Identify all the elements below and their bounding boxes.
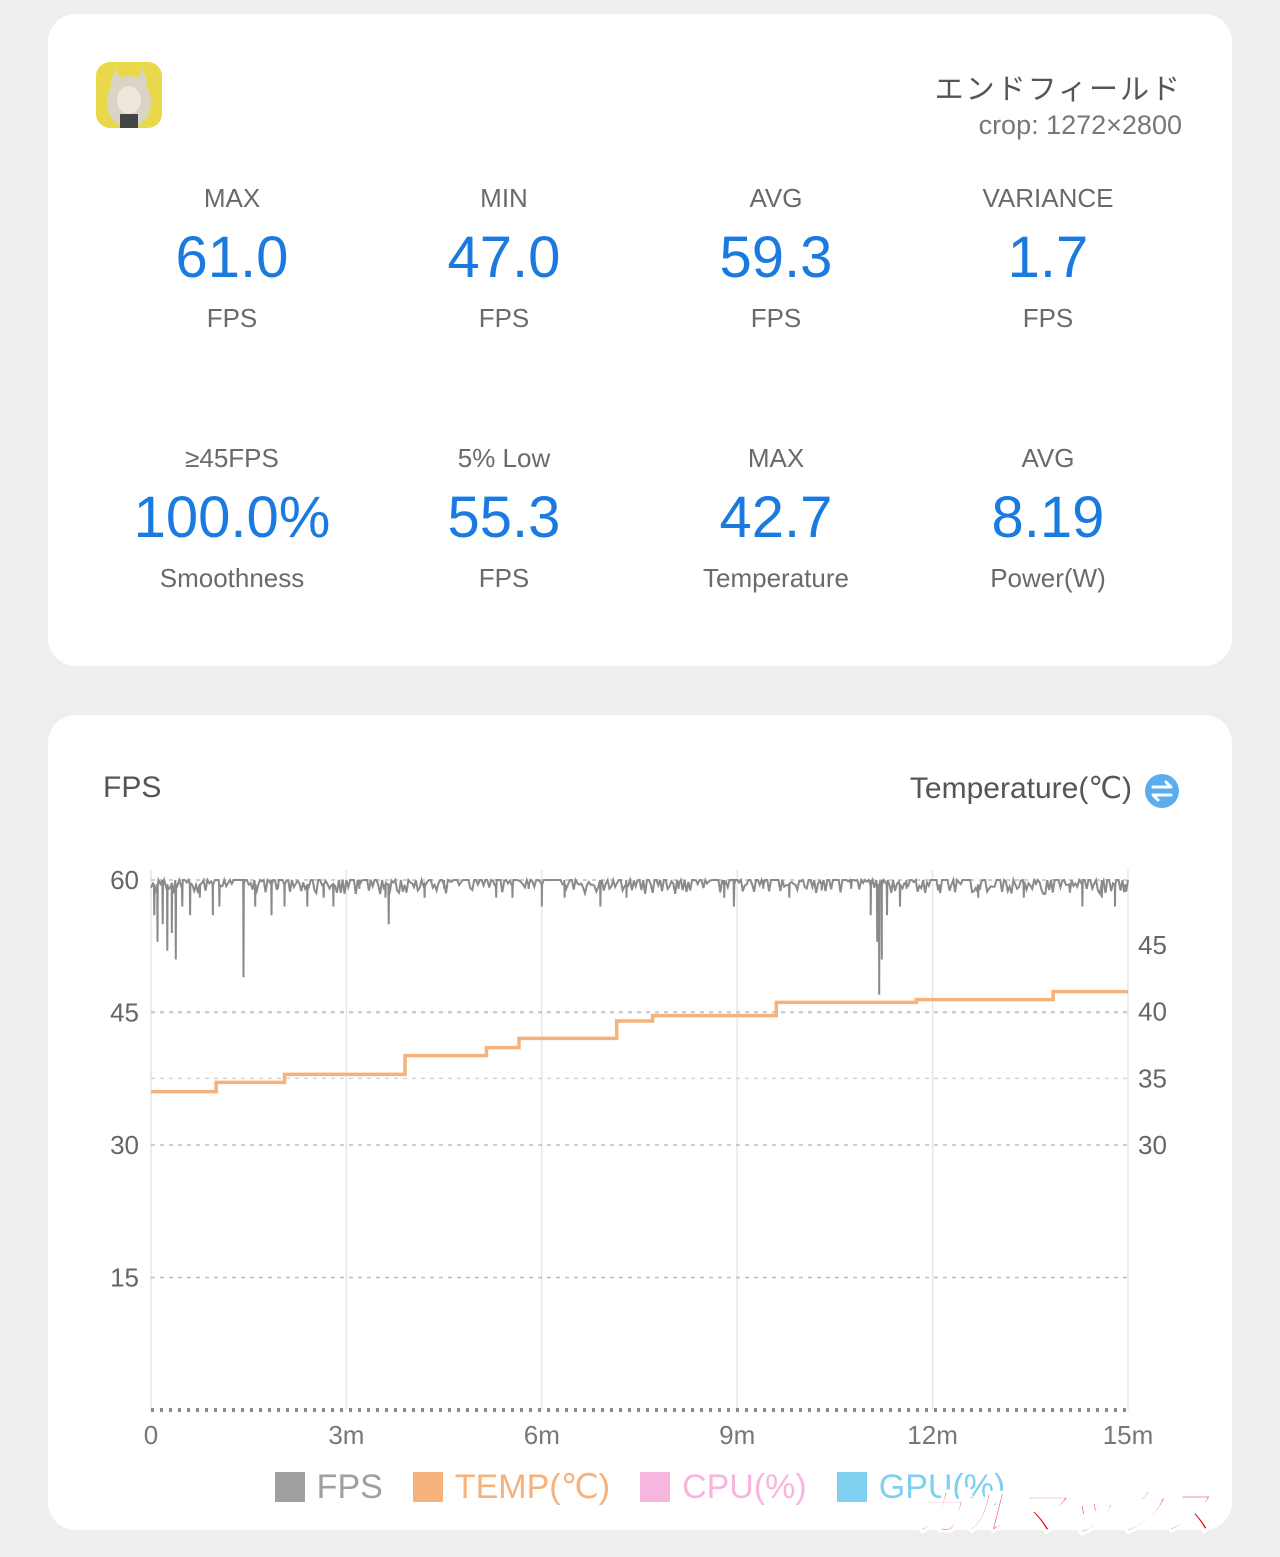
y-left-tick-label: 15: [110, 1263, 139, 1293]
legend-label: FPS: [316, 1467, 383, 1506]
y-right-tick-label: 40: [1138, 997, 1167, 1027]
watermark-text: ガルマックス: [915, 1484, 1214, 1542]
chart-card: FPS Temperature(℃) 15 30 45 60 30 35 40 45 0 3m 6m…: [48, 715, 1232, 1530]
stat-unit: Smoothness: [159, 563, 305, 593]
chart-legend: FPS TEMP(℃) CPU(%) GPU(%): [48, 1467, 1232, 1507]
stat-label: AVG: [1021, 443, 1075, 473]
game-title: エンドフィールド: [934, 74, 1182, 106]
y-left-tick-label: 45: [110, 998, 139, 1028]
chart-right-axis-title: Temperature(℃): [909, 772, 1132, 805]
stat-value: 1.7: [1007, 225, 1089, 290]
x-tick-label: 9m: [719, 1420, 755, 1450]
legend-swatch: [412, 1472, 443, 1502]
legend-item-temp[interactable]: TEMP(℃): [412, 1467, 611, 1507]
stat-unit: FPS: [1022, 303, 1074, 333]
stat-value: 47.0: [447, 225, 561, 290]
stat-label: VARIANCE: [982, 183, 1114, 213]
stat-unit: Power(W): [990, 563, 1106, 593]
stat-value: 59.3: [719, 225, 833, 290]
stat-avg-fps: AVG 59.3 FPS: [640, 174, 912, 434]
stat-unit: FPS: [750, 303, 802, 333]
x-tick-label: 3m: [328, 1420, 364, 1450]
stat-smoothness: ≥45FPS 100.0% Smoothness: [96, 434, 368, 694]
y-right-tick-label: 30: [1138, 1130, 1167, 1160]
stats-grid: MAX 61.0 FPS MIN 47.0 FPS AVG 59.3 FPS V…: [96, 174, 1184, 694]
stat-max-fps: MAX 61.0 FPS: [96, 174, 368, 434]
stat-value: 42.7: [719, 485, 833, 550]
legend-label: GPU(%): [878, 1467, 1006, 1506]
legend-label: TEMP(℃): [454, 1468, 611, 1506]
stat-value: 100.0%: [133, 485, 331, 550]
legend-swatch: [836, 1472, 867, 1502]
fps-temperature-chart: 15 30 45 60 30 35 40 45 0 3m 6m 9m 12m 15m: [110, 865, 1167, 1450]
y-left-tick-label: 30: [110, 1130, 139, 1160]
stat-label: 5% Low: [457, 443, 551, 473]
x-tick-label: 0: [144, 1420, 158, 1450]
x-tick-label: 6m: [524, 1420, 560, 1450]
x-tick-label: 12m: [907, 1420, 958, 1450]
watermark-logo: ガルマックス: [872, 1478, 1256, 1543]
chart-left-axis-title: FPS: [103, 771, 162, 804]
stat-unit: FPS: [478, 303, 530, 333]
legend-swatch: [640, 1472, 671, 1502]
stat-variance: VARIANCE 1.7 FPS: [912, 174, 1184, 434]
stat-5pct-low: 5% Low 55.3 FPS: [368, 434, 640, 694]
stat-label: AVG: [749, 183, 803, 213]
legend-item-fps[interactable]: FPS: [274, 1467, 383, 1507]
legend-item-gpu[interactable]: GPU(%): [836, 1467, 1006, 1507]
y-right-tick-label: 35: [1138, 1063, 1167, 1093]
stat-unit: FPS: [206, 303, 258, 333]
stat-unit: FPS: [478, 563, 530, 593]
legend-label: CPU(%): [682, 1467, 807, 1506]
x-tick-label: 15m: [1103, 1420, 1154, 1450]
stat-label: MAX: [203, 183, 261, 213]
stat-value: 55.3: [447, 485, 561, 550]
stats-row-1: MAX 61.0 FPS MIN 47.0 FPS AVG 59.3 FPS V…: [96, 174, 1184, 434]
stats-row-2: ≥45FPS 100.0% Smoothness 5% Low 55.3 FPS…: [96, 434, 1184, 694]
stat-max-temperature: MAX 42.7 Temperature: [640, 434, 912, 694]
y-right-tick-label: 45: [1138, 930, 1167, 960]
stat-value: 61.0: [175, 225, 289, 290]
crop-info: crop: 1272×2800: [978, 110, 1182, 140]
legend-swatch: [274, 1472, 305, 1502]
stat-label: ≥45FPS: [185, 443, 279, 473]
stat-min-fps: MIN 47.0 FPS: [368, 174, 640, 434]
fps-series-line: [150, 876, 1129, 995]
stat-avg-power: AVG 8.19 Power(W): [912, 434, 1184, 694]
stat-value: 8.19: [991, 485, 1105, 550]
stat-label: MIN: [480, 183, 528, 213]
stat-label: MAX: [747, 443, 805, 473]
temp-series-line: [151, 989, 1128, 1094]
app-icon: [96, 62, 162, 128]
y-left-tick-label: 60: [110, 865, 139, 895]
stat-unit: Temperature: [703, 563, 849, 593]
swap-axis-icon[interactable]: [1144, 773, 1180, 809]
summary-card: エンドフィールド crop: 1272×2800 MAX 61.0 FPS MI…: [48, 14, 1232, 666]
legend-item-cpu[interactable]: CPU(%): [640, 1468, 807, 1507]
